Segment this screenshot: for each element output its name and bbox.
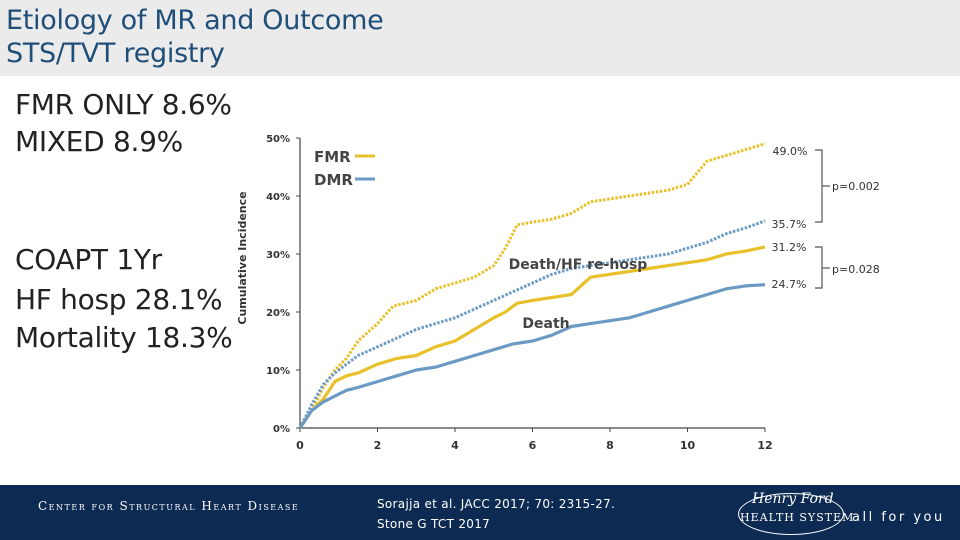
x-tick-label: 0 xyxy=(296,439,304,452)
bracket-death-hf xyxy=(815,149,823,223)
chart-series xyxy=(298,142,766,429)
end-value-label: 35.7% xyxy=(772,218,807,231)
end-value-label: 24.7% xyxy=(772,278,807,291)
group-label-death: Death xyxy=(522,316,569,332)
y-tick-label: 0% xyxy=(273,424,290,435)
stat-coapt: COAPT 1Yr xyxy=(15,243,162,276)
stat-hf-hosp: HF hosp 28.1% xyxy=(15,283,223,316)
x-tick-label: 8 xyxy=(606,439,614,452)
legend-label-dmr: DMR xyxy=(314,171,353,189)
stat-mixed: MIXED 8.9% xyxy=(15,125,183,158)
footer-center-name: Center for Structural Heart Disease xyxy=(38,499,300,513)
chart-axes: 0% 10% 20% 30% 40% 50% 0 2 4 6 8 10 12 Cumulative Inc… xyxy=(236,134,773,452)
bracket-death xyxy=(815,246,823,289)
y-tick-label: 50% xyxy=(266,134,290,145)
y-tick-label: 30% xyxy=(266,250,290,261)
y-axis-label: Cumulative Incidence xyxy=(236,191,249,324)
footer-tagline: all for you xyxy=(852,510,945,525)
x-tick-label: 10 xyxy=(680,439,696,452)
reference-line-1: Sorajja et al. JACC 2017; 70: 2315-27. xyxy=(377,497,616,511)
x-tick-label: 4 xyxy=(451,439,459,452)
group-label-death-hf: Death/HF re-hosp xyxy=(509,257,648,273)
reference-line-2: Stone G TCT 2017 xyxy=(377,517,491,531)
x-tick-label: 6 xyxy=(529,439,537,452)
cumulative-incidence-chart: 0% 10% 20% 30% 40% 50% 0 2 4 6 8 10 12 Cumulative Inc… xyxy=(236,134,880,452)
title-band xyxy=(0,0,960,76)
series-line-fmr-death-hf xyxy=(298,142,766,429)
slide-title-line-1: Etiology of MR and Outcome xyxy=(6,5,384,36)
p-value-death: p=0.028 xyxy=(832,263,880,276)
end-value-label: 49.0% xyxy=(773,145,808,158)
series-line-dmr-death xyxy=(298,283,766,429)
footer-bar: Center for Structural Heart Disease Sora… xyxy=(0,485,960,540)
legend-label-fmr: FMR xyxy=(314,148,351,166)
chart-annotations: FMR DMR Death/HF re-hosp Death 49.0% 35.7% 31.… xyxy=(314,145,880,332)
y-tick-label: 40% xyxy=(266,192,290,203)
y-tick-label: 10% xyxy=(266,366,290,377)
x-tick-label: 2 xyxy=(374,439,382,452)
p-value-death-hf: p=0.002 xyxy=(832,180,880,193)
stat-fmr-only: FMR ONLY 8.6% xyxy=(15,88,232,121)
end-value-label: 31.2% xyxy=(772,241,807,254)
stat-mortality: Mortality 18.3% xyxy=(15,321,233,354)
logo-script-text: Henry Ford xyxy=(752,491,834,507)
series-line-fmr-death xyxy=(298,245,766,429)
x-tick-label: 12 xyxy=(757,439,772,452)
slide-title-line-2: STS/TVT registry xyxy=(6,38,225,69)
logo-subtext: HEALTH SYSTEM xyxy=(740,511,855,524)
series-line-dmr-death-hf xyxy=(298,219,766,429)
y-tick-label: 20% xyxy=(266,308,290,319)
henry-ford-logo xyxy=(738,493,844,535)
